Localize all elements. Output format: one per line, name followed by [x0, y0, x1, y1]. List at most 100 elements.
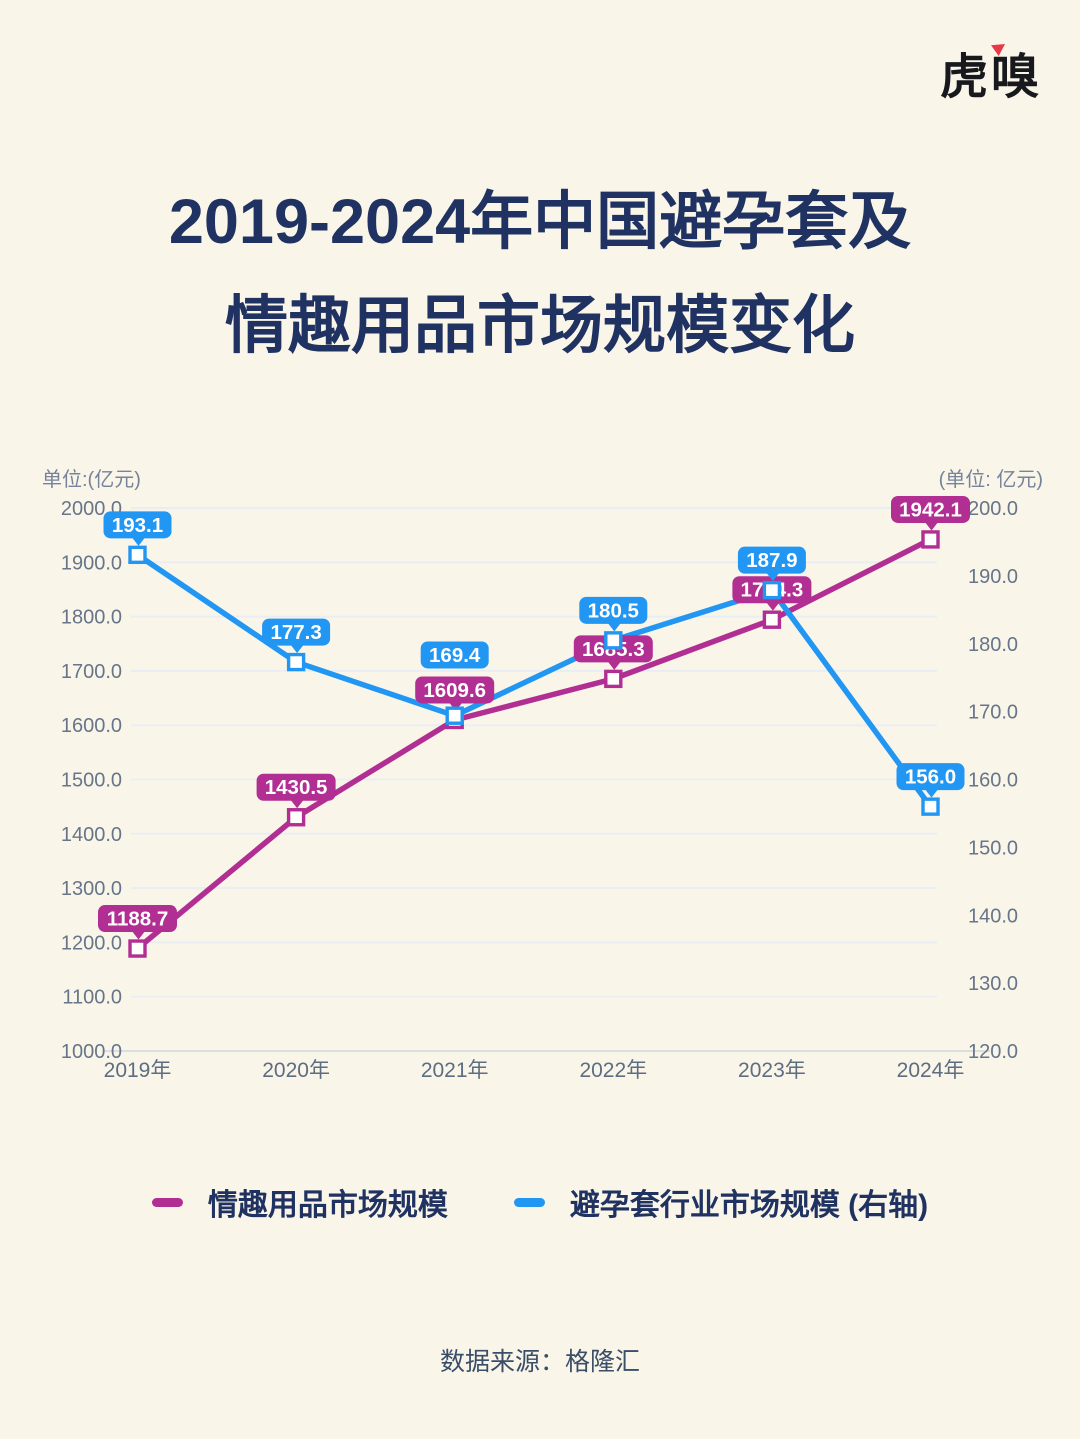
left-axis-tick: 1000.0: [61, 1041, 122, 1063]
right-axis-tick: 200.0: [968, 498, 1018, 520]
label-box: [891, 495, 970, 523]
series-labels-condoms: 193.1 177.3 169.4 180.5 187.9 156.0: [103, 511, 965, 798]
label-tail: [290, 644, 305, 654]
series-line-adult-products: [134, 536, 934, 952]
data-label: 187.9: [737, 546, 806, 582]
left-axis-tick: 1100.0: [62, 987, 122, 1009]
right-axis-tick: 150.0: [968, 837, 1018, 859]
right-axis-unit-label: (单位: 亿元): [938, 469, 1043, 491]
logo-text: 虎嗅: [939, 51, 1042, 104]
label-tail: [924, 521, 939, 531]
legend-label-condoms: 避孕套行业市场规模 (右轴): [569, 1189, 929, 1222]
right-axis-tick: 190.0: [968, 566, 1018, 588]
left-axis-tick: 1500.0: [61, 770, 122, 792]
data-label: 1188.7: [98, 905, 177, 940]
label-tail: [765, 601, 780, 611]
label-text: 1188.7: [107, 908, 169, 931]
data-label: 1609.6: [415, 676, 495, 711]
page-title: 2019-2024年中国避孕套及 情趣用品市场规模变化: [0, 170, 1080, 378]
data-marker: [604, 669, 623, 689]
label-box: [415, 676, 495, 704]
data-label: 169.4: [420, 641, 489, 669]
right-axis-tick: 140.0: [968, 905, 1018, 927]
left-axis-tick: 1900.0: [61, 552, 122, 574]
label-tail: [290, 799, 305, 809]
right-axis-tick: 160.0: [968, 770, 1018, 792]
x-axis-label: 2020年: [262, 1059, 330, 1082]
label-text: 169.4: [429, 644, 481, 667]
title-line-2: 情趣用品市场规模变化: [225, 291, 855, 361]
label-box: [262, 618, 331, 646]
data-label: 180.5: [579, 596, 648, 632]
series-line-condoms: [134, 552, 934, 810]
huxiu-logo: 虎嗅: [934, 44, 1042, 108]
data-marker: [921, 797, 940, 816]
data-marker: [921, 530, 940, 549]
data-marker: [128, 545, 147, 565]
legend-swatch-blue: [513, 1197, 545, 1207]
left-axis-tick: 1700.0: [61, 661, 122, 683]
title-line-1: 2019-2024年中国避孕套及: [168, 187, 912, 257]
label-box: [737, 546, 806, 574]
x-axis-label: 2023年: [738, 1059, 806, 1082]
label-box: [98, 905, 177, 933]
label-tail: [131, 536, 146, 546]
label-tail: [131, 930, 146, 940]
right-axis-tick: 180.0: [968, 634, 1018, 656]
data-marker: [445, 706, 464, 725]
label-tail: [607, 660, 622, 670]
x-axis-label: 2021年: [421, 1059, 489, 1082]
label-text: 187.9: [746, 549, 797, 572]
right-axis-tick: 120.0: [968, 1041, 1018, 1063]
label-text: 177.3: [270, 621, 321, 644]
data-marker: [286, 652, 306, 672]
left-axis-unit-label: 单位:(亿元): [42, 469, 141, 491]
label-tail: [448, 701, 463, 711]
series-markers-condoms: [128, 545, 940, 816]
label-box: [420, 641, 489, 669]
legend-swatch-magenta: [151, 1197, 183, 1207]
data-marker: [604, 631, 623, 650]
data-label: 1430.5: [256, 773, 336, 809]
left-axis-tick: 1300.0: [61, 878, 122, 900]
data-marker: [128, 939, 147, 958]
label-tail: [765, 572, 780, 582]
label-text: 180.5: [588, 599, 639, 622]
label-text: 1942.1: [899, 498, 962, 521]
chart-legend: 情趣用品市场规模 避孕套行业市场规模 (右轴): [0, 1180, 1080, 1224]
left-axis-tick: 1600.0: [61, 715, 122, 737]
data-label: 156.0: [896, 763, 965, 798]
x-axis-label: 2019年: [104, 1059, 172, 1082]
x-axis-label: 2024年: [897, 1059, 965, 1082]
left-axis-tick: 1200.0: [61, 932, 122, 954]
data-marker: [762, 580, 782, 600]
data-label: 193.1: [103, 511, 172, 546]
grid-and-axes: 1000.0 1100.0 1200.0 1300.0 1400.0 1500.0 1600…: [61, 498, 1018, 1082]
data-marker: [286, 808, 306, 827]
right-axis-tick: 130.0: [968, 973, 1018, 995]
label-box: [579, 596, 648, 624]
data-marker: [762, 610, 782, 629]
label-text: 1430.5: [265, 776, 328, 799]
label-tail: [924, 788, 939, 798]
right-axis-tick: 170.0: [968, 702, 1018, 724]
data-label: 1942.1: [891, 495, 970, 531]
left-axis-tick: 1400.0: [61, 824, 122, 846]
legend-item-adult-products: 情趣用品市场规模: [151, 1180, 448, 1224]
label-tail: [607, 622, 622, 632]
legend-item-condoms: 避孕套行业市场规模 (右轴): [513, 1180, 929, 1224]
label-text: 193.1: [112, 514, 163, 537]
data-source: 数据来源：格隆汇: [439, 1348, 640, 1376]
label-box: [896, 763, 965, 791]
label-text: 1609.6: [423, 679, 486, 702]
label-box: [256, 773, 336, 801]
x-axis-label: 2022年: [579, 1059, 647, 1082]
data-label: 177.3: [262, 618, 331, 654]
label-text: 156.0: [905, 766, 956, 789]
left-axis-tick: 1800.0: [61, 607, 122, 629]
legend-label-adult-products: 情趣用品市场规模: [207, 1189, 448, 1222]
label-box: [103, 511, 172, 539]
